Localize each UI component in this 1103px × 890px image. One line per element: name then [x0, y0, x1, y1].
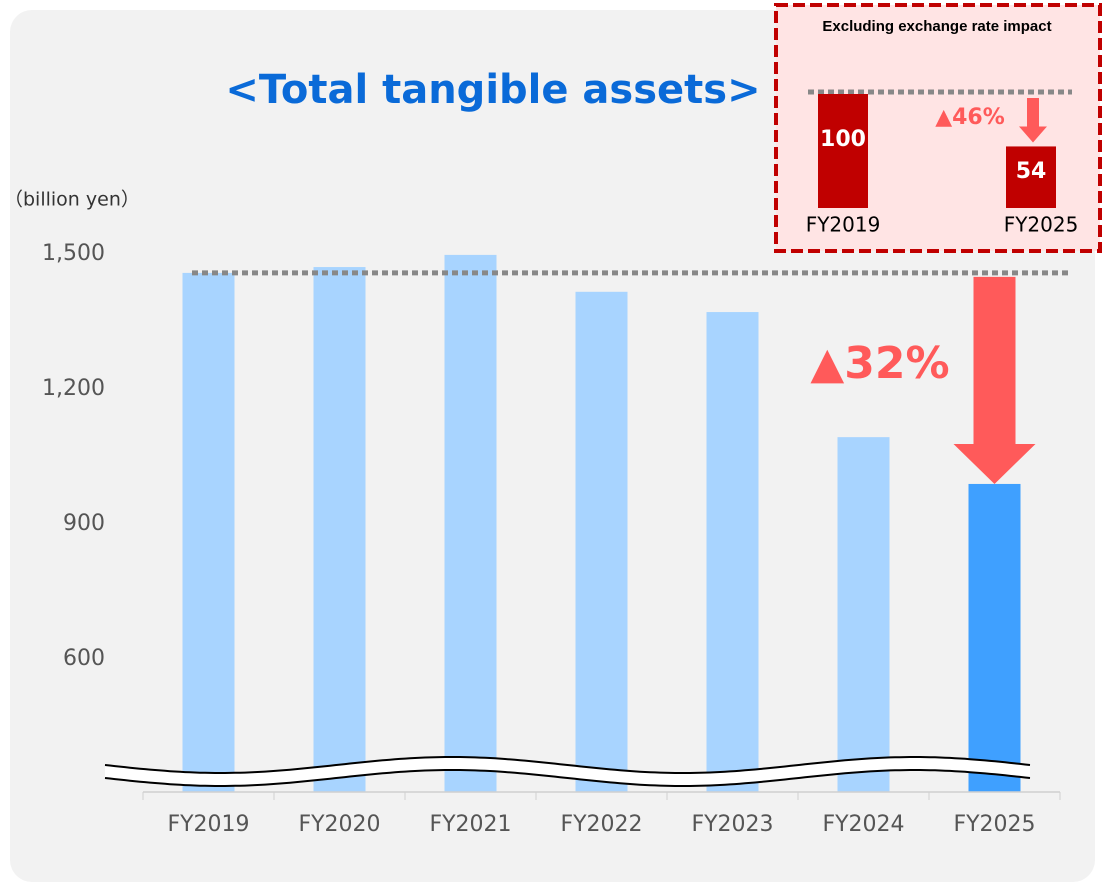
- bar: [575, 291, 628, 792]
- inset-value-label: 100: [820, 127, 866, 152]
- inset-bar: [818, 94, 868, 208]
- y-axis-label: （billion yen）: [4, 189, 140, 211]
- inset-arrow: [1019, 98, 1047, 143]
- bar: [182, 272, 235, 792]
- y-tick-label: 1,500: [42, 241, 105, 266]
- y-tick-label: 900: [63, 511, 105, 536]
- bar: [706, 312, 759, 792]
- x-tick-label: FY2024: [822, 812, 904, 837]
- x-tick-label: FY2020: [298, 812, 380, 837]
- bar: [837, 437, 890, 792]
- axis-break-fill: [105, 757, 1030, 786]
- inset-x-label: FY2025: [1004, 213, 1079, 237]
- axis-break-line: [104, 769, 1031, 787]
- bar: [313, 267, 366, 792]
- x-tick-label: FY2019: [167, 812, 249, 837]
- annotation: ▲32%: [810, 338, 949, 389]
- chart-title: <Total tangible assets>: [225, 67, 760, 113]
- x-tick-label: FY2021: [429, 812, 511, 837]
- change-arrow: [953, 276, 1036, 484]
- inset-annotation: ▲46%: [935, 105, 1005, 130]
- x-tick-label: FY2022: [560, 812, 642, 837]
- bar: [968, 483, 1021, 792]
- y-tick-label: 1,200: [42, 376, 105, 401]
- axis-break-line: [104, 756, 1031, 774]
- x-tick-label: FY2023: [691, 812, 773, 837]
- x-tick-label: FY2025: [953, 812, 1035, 837]
- inset-x-label: FY2019: [806, 213, 881, 237]
- y-tick-label: 600: [63, 646, 105, 671]
- bar: [444, 254, 497, 792]
- inset-bar: [1006, 146, 1056, 208]
- inset-title: Excluding exchange rate impact: [822, 18, 1051, 35]
- inset-value-label: 54: [1016, 159, 1047, 184]
